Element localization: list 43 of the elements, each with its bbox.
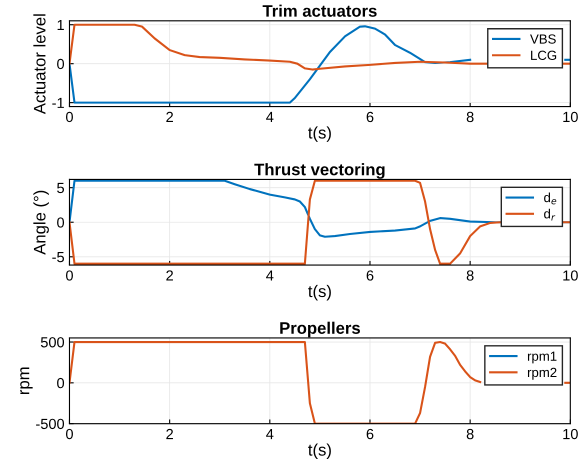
y-axis-title: rpm [20, 368, 33, 394]
x-tick-label: 0 [66, 428, 73, 440]
chart-title: Trim actuators [262, 4, 377, 17]
x-axis-title: t(s) [308, 443, 331, 460]
y-tick-label: -5 [52, 252, 64, 262]
x-tick-label: 6 [366, 270, 374, 281]
x-tick-label: 0 [66, 112, 73, 122]
y-tick-label: 1 [58, 20, 64, 30]
x-tick-label: 4 [266, 429, 274, 440]
y-tick-label: 500 [40, 337, 64, 348]
x-tick-label: 10 [563, 112, 578, 122]
chart-title: Propellers [280, 322, 360, 338]
y-tick-label: 0 [57, 378, 64, 388]
y-tick-label: 0 [57, 217, 64, 228]
y-tick-label: -500 [36, 418, 64, 430]
x-tick-label: 4 [266, 112, 274, 122]
x-tick-label: 10 [563, 428, 578, 440]
x-tick-label: 2 [166, 270, 173, 281]
y-axis-title: Actuator level [33, 14, 46, 114]
x-tick-label: 10 [563, 270, 578, 281]
legend-label: LCG [531, 50, 556, 60]
x-axis-title: t(s) [308, 126, 331, 142]
legend-label: d$_{r}$ [544, 208, 556, 220]
legend-label: d$_{e}$ [544, 192, 556, 204]
x-tick-label: 6 [366, 112, 374, 122]
x-tick-label: 2 [166, 428, 173, 440]
x-tick-label: 8 [466, 112, 474, 122]
x-tick-label: 0 [66, 270, 73, 281]
x-tick-label: 4 [266, 270, 274, 281]
legend-label: VBS [530, 34, 556, 44]
y-tick-label: -1 [52, 98, 64, 108]
x-tick-label: 6 [366, 428, 374, 440]
line-series [69, 180, 570, 265]
legend-label: rpm2 [528, 368, 556, 380]
y-tick-label: 0 [57, 58, 64, 70]
chart-title: Thrust vectoring [254, 163, 385, 179]
y-axis-title: Angle (°) [33, 190, 49, 255]
x-tick-label: 8 [466, 270, 474, 281]
x-axis-title: t(s) [308, 284, 331, 300]
x-tick-label: 8 [466, 428, 474, 440]
x-tick-label: 2 [166, 112, 173, 122]
y-tick-label: 5 [57, 182, 64, 194]
legend-label: rpm1 [528, 352, 556, 364]
